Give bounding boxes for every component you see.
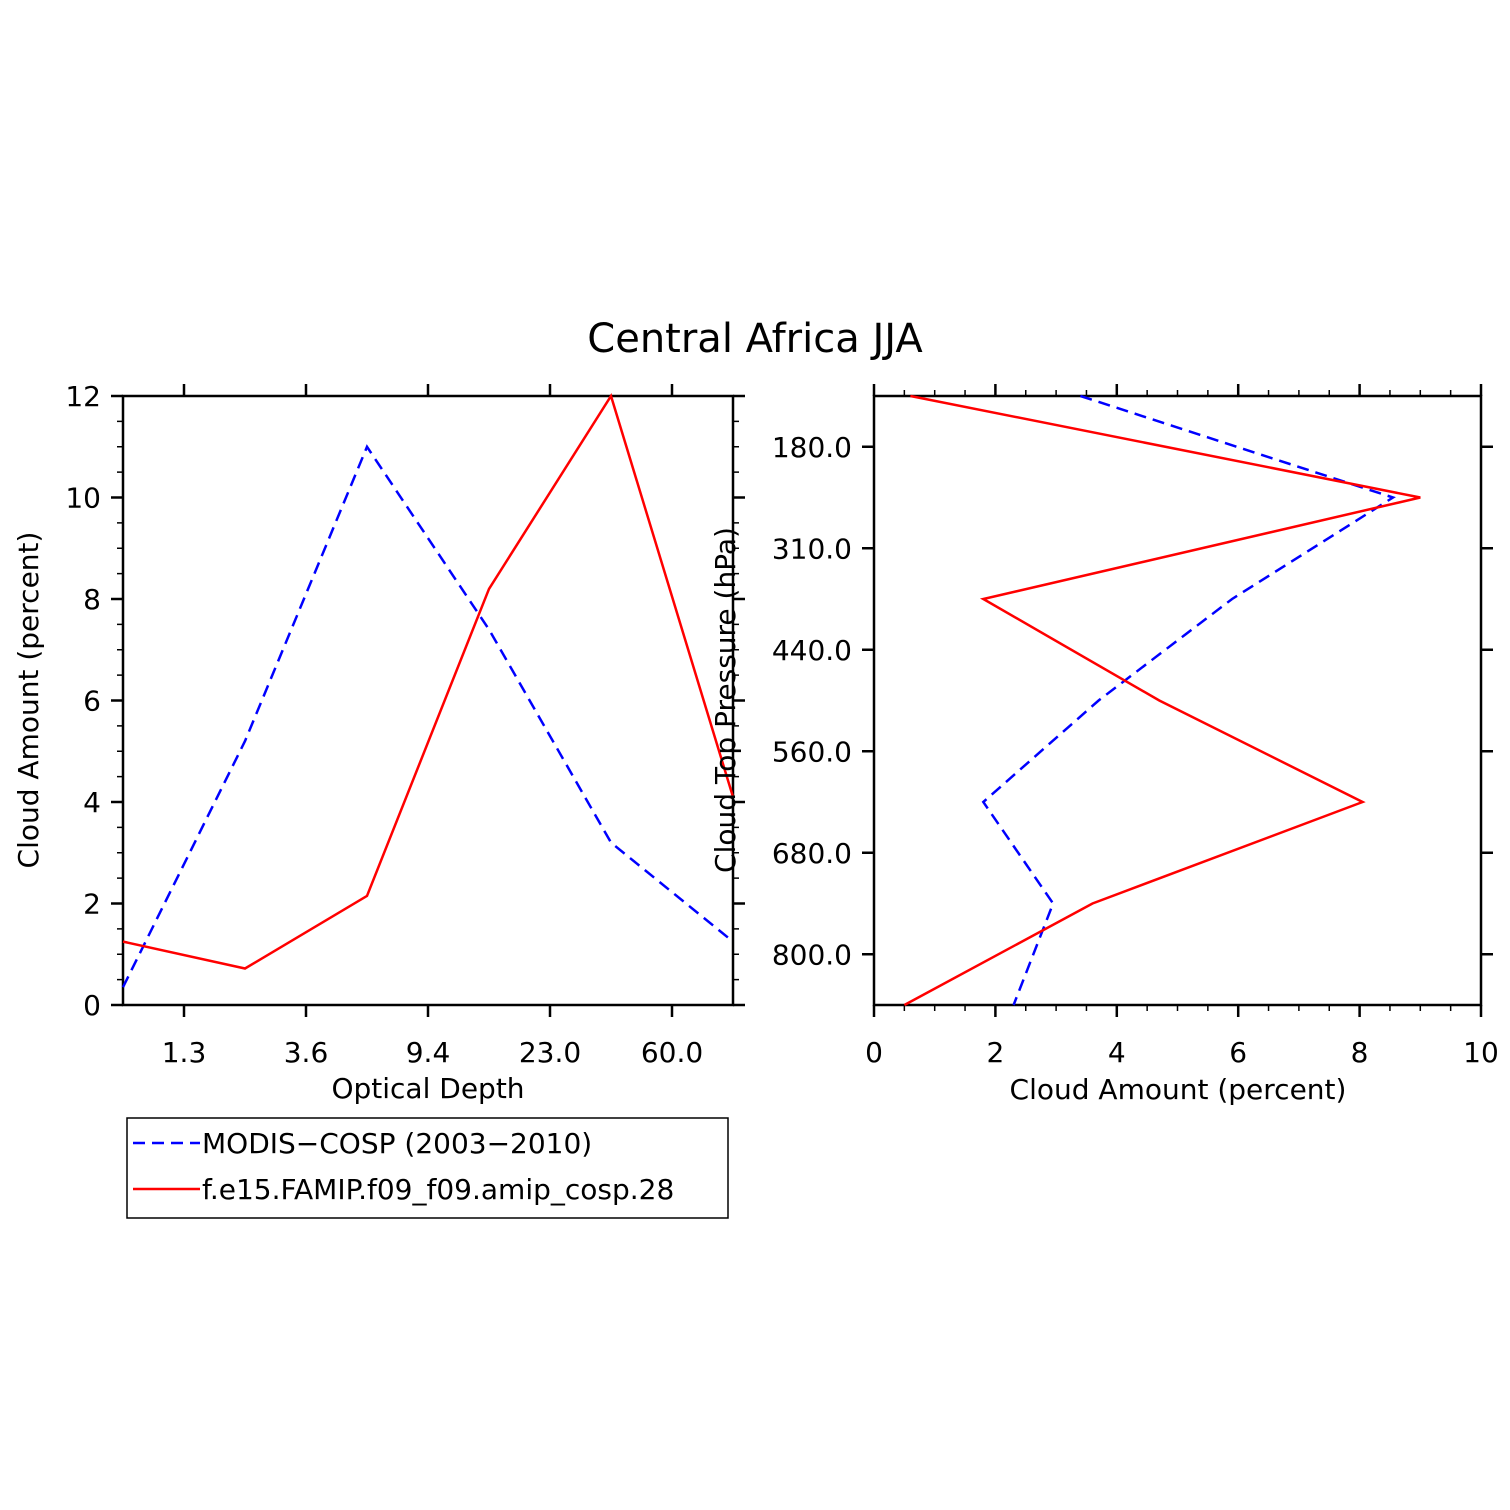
left-y-tick-label: 2 bbox=[83, 888, 101, 921]
right-series-modis-line bbox=[981, 394, 1396, 1006]
left-series-group bbox=[121, 393, 735, 988]
left-y-tick-label: 4 bbox=[83, 786, 101, 819]
right-y-tick-label: 680.0 bbox=[772, 837, 852, 870]
legend-label-model: f.e15.FAMIP.f09_f09.amip_cosp.28 bbox=[202, 1173, 674, 1206]
right-y-tick-label: 800.0 bbox=[772, 938, 852, 971]
right-y-tick-label: 560.0 bbox=[772, 735, 852, 768]
legend: MODIS−COSP (2003−2010) f.e15.FAMIP.f09_f… bbox=[126, 1117, 729, 1219]
right-plot-frame bbox=[872, 394, 1483, 1007]
legend-box bbox=[126, 1117, 729, 1219]
right-x-tick-label: 0 bbox=[865, 1036, 883, 1069]
left-x-tick-label: 9.4 bbox=[406, 1036, 451, 1069]
left-y-tick-label: 10 bbox=[65, 482, 101, 515]
left-y-tick-label: 6 bbox=[83, 685, 101, 718]
left-x-tick-label: 1.3 bbox=[162, 1036, 207, 1069]
right-plot: 0 2 4 6 8 10 180.0 310.0 440.0 560.0 680.0 800.0 Cl… bbox=[709, 384, 1499, 1106]
left-x-tick-label: 23.0 bbox=[519, 1036, 581, 1069]
left-y-tick-label: 12 bbox=[65, 380, 101, 413]
left-x-tick-label: 60.0 bbox=[641, 1036, 703, 1069]
left-series-model-line bbox=[122, 393, 735, 970]
chart-title: Central Africa JJA bbox=[587, 316, 923, 362]
right-x-tick-label: 10 bbox=[1463, 1036, 1499, 1069]
left-y-tick-label: 8 bbox=[83, 583, 101, 616]
right-x-tick-label: 4 bbox=[1108, 1036, 1126, 1069]
left-plot: 0 2 4 6 8 10 12 1.3 3.6 9.4 23.0 60.0 Optical Depth… bbox=[12, 380, 745, 1105]
right-y-tick-label: 440.0 bbox=[772, 634, 852, 667]
left-x-tick-label: 3.6 bbox=[284, 1036, 329, 1069]
right-axis-ticks: 0 2 4 6 8 10 180.0 310.0 440.0 560.0 680.0 800.0 bbox=[772, 384, 1499, 1069]
right-x-tick-label: 2 bbox=[986, 1036, 1004, 1069]
left-y-tick-label: 0 bbox=[83, 989, 101, 1022]
right-series-group bbox=[903, 394, 1421, 1007]
right-x-axis-label: Cloud Amount (percent) bbox=[1010, 1073, 1347, 1106]
legend-label-modis: MODIS−COSP (2003−2010) bbox=[202, 1127, 592, 1160]
left-x-axis-label: Optical Depth bbox=[331, 1072, 524, 1105]
left-series-modis-line bbox=[121, 444, 734, 988]
left-plot-frame bbox=[121, 394, 735, 1007]
left-y-axis-label: Cloud Amount (percent) bbox=[12, 532, 45, 869]
right-series-model-line bbox=[903, 394, 1421, 1007]
right-y-axis-label: Cloud Top Pressure (hPa) bbox=[709, 527, 742, 873]
right-x-tick-label: 6 bbox=[1229, 1036, 1247, 1069]
left-axis-ticks: 0 2 4 6 8 10 12 1.3 3.6 9.4 23.0 60.0 bbox=[65, 380, 745, 1069]
right-x-tick-label: 8 bbox=[1351, 1036, 1369, 1069]
right-y-tick-label: 310.0 bbox=[772, 532, 852, 565]
right-y-tick-label: 180.0 bbox=[772, 431, 852, 464]
